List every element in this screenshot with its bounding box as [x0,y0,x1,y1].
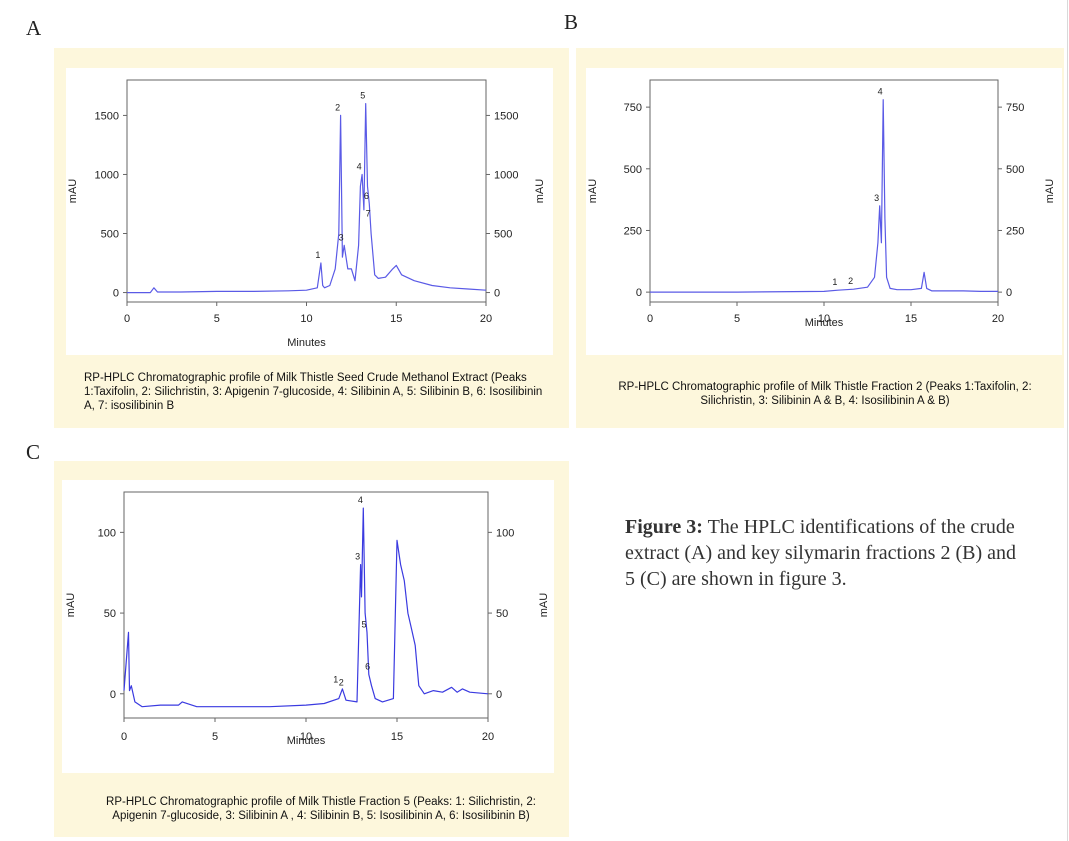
x-tick-label: 0 [121,731,127,743]
y-tick-label-right: 100 [496,527,514,539]
peak-label-3: 3 [355,552,360,562]
chart-c-svg: 0 5 10 15 20 0 0 50 50 100 100 Minutes mAU mAU 1 2 3 4 5 6 [65,491,550,747]
chart-c: 0 5 10 15 20 0 0 50 50 100 100 Minutes mAU mAU 1 2 3 4 5 6 [62,480,554,773]
peak-label-7: 7 [366,209,371,219]
peak-label-1: 1 [333,674,338,684]
y-axis-label-left: mAU [587,179,599,204]
y-tick-label-left: 50 [104,608,116,620]
page-edge-line [1067,0,1068,841]
peak-label-4: 4 [878,87,883,97]
y-tick-label-right: 750 [1006,102,1024,114]
chart-a: 0 5 10 15 20 0 0 500 500 1000 1000 1500 1500 Minutes m… [66,68,553,355]
y-tick-label-right: 500 [494,229,512,241]
y-axis-label-left: mAU [65,593,77,618]
figure-note: Figure 3: The HPLC identifications of th… [625,514,1025,592]
x-tick-label: 15 [390,313,402,325]
panel-label-b: B [564,10,579,34]
figure-note-label: Figure 3: [625,516,703,538]
x-tick-label: 10 [818,313,830,325]
x-tick-label: 20 [992,313,1004,325]
peak-label-2: 2 [339,678,344,688]
y-tick-label-right: 50 [496,608,508,620]
x-tick-label: 0 [124,313,130,325]
y-tick-label-right: 1000 [494,169,518,181]
panel-label-c: C [26,440,41,464]
y-tick-label-right: 250 [1006,225,1024,237]
y-tick-label-left: 100 [98,527,116,539]
y-tick-label-right: 0 [1006,287,1012,299]
y-tick-label-left: 0 [636,287,642,299]
y-tick-label-left: 750 [624,102,642,114]
peak-label-6: 6 [364,191,369,201]
x-tick-label: 5 [734,313,740,325]
chromatogram-line [123,507,489,708]
x-tick-label: 0 [647,313,653,325]
chart-a-caption: RP-HPLC Chromatographic profile of Milk … [84,372,543,412]
y-tick-label-left: 0 [110,689,116,701]
x-axis-label: Minutes [287,337,326,349]
peak-label-1: 1 [832,277,837,287]
y-axis-label-right: mAU [538,593,550,618]
plot-frame [126,79,487,303]
peak-label-5: 5 [360,91,365,101]
panel-label-a: A [26,16,42,40]
y-tick-label-right: 0 [494,288,500,300]
y-axis-label-left: mAU [67,179,79,204]
x-tick-label: 5 [214,313,220,325]
y-tick-label-right: 1500 [494,110,518,122]
chromatogram-line [127,102,487,294]
x-tick-label: 10 [300,313,312,325]
y-tick-label-left: 1000 [95,169,119,181]
peak-label-6: 6 [365,661,370,671]
plot-frame [123,491,489,719]
chart-b: 0 5 10 15 20 0 0 250 250 500 500 750 750 Minutes mAU mA… [586,68,1062,355]
plot-frame [649,79,999,303]
chart-b-svg: 0 5 10 15 20 0 0 250 250 500 500 750 750 Minutes mAU mA… [587,79,1056,329]
x-tick-label: 15 [391,731,403,743]
chart-b-caption: RP-HPLC Chromatographic profile of Milk … [618,381,1032,407]
y-tick-label-left: 500 [101,229,119,241]
peak-label-5: 5 [361,619,366,629]
peak-label-2: 2 [335,102,340,112]
peak-label-1: 1 [315,250,320,260]
peak-label-3: 3 [339,232,344,242]
y-axis-label-right: mAU [1044,179,1056,204]
figure-note-text: The HPLC identifications of the crude ex… [625,516,1016,590]
y-axis-label-right: mAU [534,179,546,204]
y-tick-label-left: 250 [624,225,642,237]
y-tick-label-left: 1500 [95,110,119,122]
chromatogram-line [650,99,998,293]
y-tick-label-right: 500 [1006,164,1024,176]
x-tick-label: 15 [905,313,917,325]
peak-label-2: 2 [848,276,853,286]
x-tick-label: 10 [300,731,312,743]
x-axis-label: Minutes [287,735,326,747]
y-tick-label-left: 0 [113,288,119,300]
chart-c-caption: RP-HPLC Chromatographic profile of Milk … [106,796,536,822]
peak-label-3: 3 [874,193,879,203]
x-tick-label: 5 [212,731,218,743]
x-tick-label: 20 [480,313,492,325]
peak-label-4: 4 [358,495,363,505]
x-axis-label: Minutes [805,317,844,329]
x-tick-label: 20 [482,731,494,743]
y-tick-label-left: 500 [624,164,642,176]
y-tick-label-right: 0 [496,689,502,701]
peak-label-4: 4 [357,161,362,171]
